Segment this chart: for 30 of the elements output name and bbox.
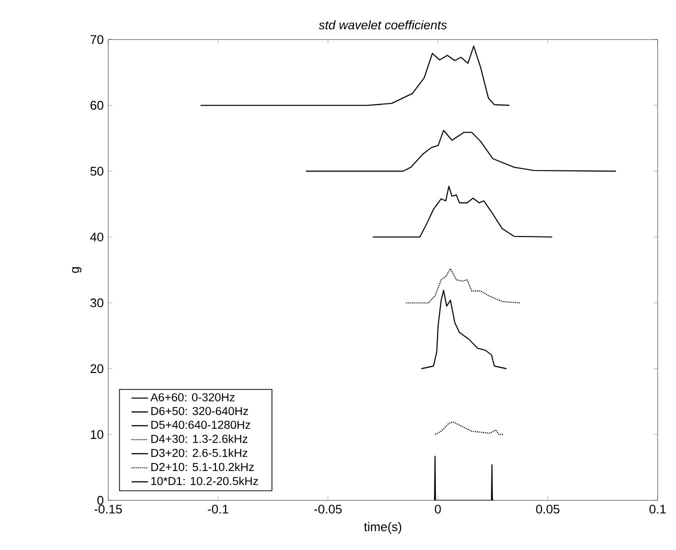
legend-label: A6+60: 0-320Hz: [150, 392, 235, 402]
line-series: [434, 421, 504, 435]
y-tick-label: 20: [90, 364, 104, 373]
line-series: [305, 130, 616, 172]
y-tick-label: 60: [90, 100, 104, 110]
y-tick-label: 40: [90, 232, 104, 242]
legend-label: D6+50: 320-640Hz: [151, 406, 248, 415]
y-tick-label: 10: [90, 430, 104, 439]
legend-label: 10*D1: 10.2-20.5kHz: [151, 476, 258, 485]
x-tick-label: 0: [434, 504, 441, 514]
x-tick-label: -0.1: [208, 504, 228, 514]
line-series: [420, 290, 507, 369]
line-series: [372, 186, 553, 238]
line-series: [200, 45, 510, 106]
y-tick-label: 50: [90, 166, 104, 176]
y-tick-label: 70: [90, 34, 104, 44]
y-tick-label: 0: [97, 496, 104, 505]
y-axis-title: g: [72, 267, 82, 273]
legend-label: D4+30: 1.3-2.6kHz: [151, 434, 248, 443]
x-axis-title: time(s): [364, 522, 402, 534]
x-tick-label: -0.15: [94, 504, 122, 514]
x-tick-label: 0.05: [536, 504, 560, 514]
legend-label: D5+40:640-1280Hz: [151, 420, 250, 429]
chart-title: std wavelet coefficients: [318, 20, 447, 30]
y-tick-label: 30: [90, 298, 104, 308]
x-tick-label: -0.05: [314, 504, 342, 514]
legend-label: D2+10: 5.1-10.2kHz: [151, 462, 254, 471]
line-series: [406, 268, 521, 304]
x-tick-label: 0.1: [649, 504, 666, 514]
legend-label: D3+20: 2.6-5.1kHz: [151, 448, 248, 457]
